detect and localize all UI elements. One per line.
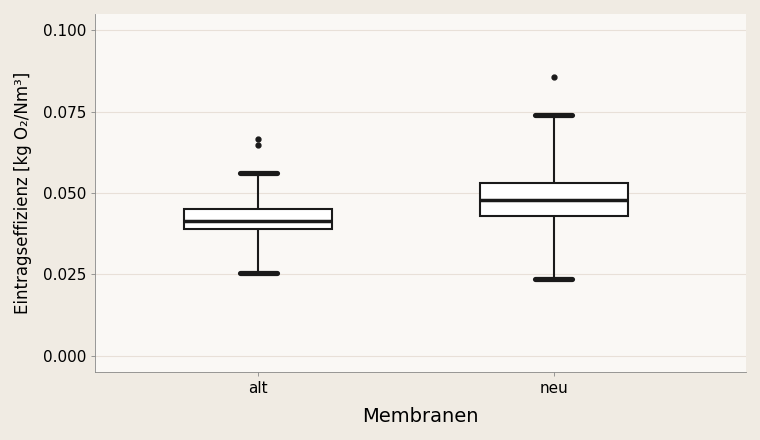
Y-axis label: Eintragseffizienz [kg O₂/Nm³]: Eintragseffizienz [kg O₂/Nm³]	[14, 72, 32, 314]
Bar	[184, 209, 332, 229]
X-axis label: Membranen: Membranen	[363, 407, 479, 426]
Bar	[480, 183, 628, 216]
